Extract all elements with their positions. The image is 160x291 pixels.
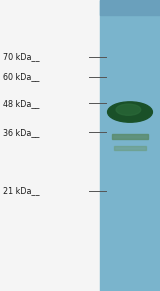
Bar <box>100 0 160 291</box>
Bar <box>0 0 100 291</box>
Bar <box>100 0 160 15</box>
Ellipse shape <box>116 104 141 115</box>
Text: 48 kDa__: 48 kDa__ <box>3 99 40 108</box>
Text: 36 kDa__: 36 kDa__ <box>3 128 40 137</box>
Text: 70 kDa__: 70 kDa__ <box>3 52 40 61</box>
Text: 21 kDa__: 21 kDa__ <box>3 186 40 195</box>
Text: 60 kDa__: 60 kDa__ <box>3 73 40 81</box>
Bar <box>112 134 148 139</box>
Ellipse shape <box>108 102 152 122</box>
Bar <box>114 146 146 150</box>
